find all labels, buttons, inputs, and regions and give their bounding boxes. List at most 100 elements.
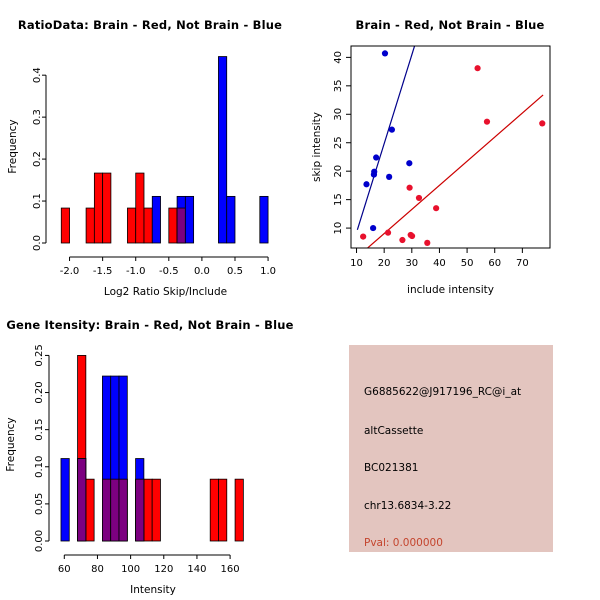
regression-line — [367, 94, 544, 248]
histogram-bar — [168, 207, 178, 244]
svg-text:35: 35 — [333, 79, 344, 92]
scatter-point — [483, 118, 491, 125]
svg-text:include intensity: include intensity — [407, 284, 494, 296]
svg-text:10: 10 — [350, 258, 363, 269]
scatter-plot-panel: Brain - Red, Not Brain - Blue 10 15 20 25 30… — [300, 0, 600, 300]
svg-text:60: 60 — [58, 564, 71, 575]
svg-text:0.25: 0.25 — [34, 344, 45, 366]
histogram-bar — [226, 195, 236, 244]
histogram-bar — [93, 172, 104, 244]
gene-intensity-histogram-title: Gene Itensity: Brain - Red, Not Brain - … — [6, 318, 294, 332]
svg-text:100: 100 — [121, 564, 140, 575]
histogram-bar — [143, 207, 153, 244]
svg-text:Log2 Ratio Skip/Include: Log2 Ratio Skip/Include — [104, 286, 227, 298]
histogram-bar — [60, 207, 70, 244]
svg-text:0.2: 0.2 — [32, 151, 43, 167]
locus-text: chr13.6834-3.22 — [364, 500, 452, 512]
histogram-bar — [135, 172, 145, 244]
svg-text:0.15: 0.15 — [34, 419, 45, 441]
histogram-bar — [127, 207, 137, 244]
gene-intensity-histogram-panel: Gene Itensity: Brain - Red, Not Brain - … — [0, 300, 300, 600]
svg-text:140: 140 — [187, 564, 206, 575]
svg-text:60: 60 — [488, 258, 501, 269]
svg-text:80: 80 — [91, 564, 104, 575]
scatter-point — [539, 120, 546, 127]
scatter-point — [474, 65, 481, 72]
svg-text:10: 10 — [333, 222, 344, 235]
scatter-point — [408, 232, 416, 240]
scatter-point — [388, 126, 396, 133]
svg-text:0.0: 0.0 — [32, 235, 43, 251]
scatter-x-axis: 10 20 30 40 50 60 70 — [350, 248, 529, 269]
histogram-bar-overlap — [77, 458, 87, 542]
svg-text:40: 40 — [433, 258, 446, 269]
gene-id-text: G6885622@J917196_RC@i_at — [364, 386, 522, 398]
accession-text: BC021381 — [364, 462, 419, 474]
scatter-point — [384, 229, 392, 236]
histogram-bar-overlap — [135, 478, 145, 542]
histogram-bar-overlap — [102, 478, 112, 542]
svg-text:160: 160 — [221, 564, 240, 575]
svg-text:70: 70 — [516, 258, 529, 269]
gene-histogram-bars — [60, 355, 244, 542]
scatter-plot-chart: 10 15 20 25 30 35 40 skip intensity 10 20 30 40 50 60… — [311, 45, 551, 296]
gene-y-axis: 0.00 0.05 0.10 0.15 0.20 0.25 — [34, 344, 50, 552]
ratio-histogram-panel: RatioData: Brain - Red, Not Brain - Blue… — [0, 0, 300, 300]
histogram-bar-overlap — [176, 207, 186, 244]
svg-text:0.4: 0.4 — [32, 67, 43, 83]
histogram-bar — [60, 458, 70, 542]
histogram-bar-overlap — [110, 478, 120, 542]
scatter-point — [406, 184, 413, 191]
histogram-bar — [209, 478, 219, 542]
svg-text:0.05: 0.05 — [34, 493, 45, 515]
svg-text:120: 120 — [154, 564, 173, 575]
ratio-histogram-bars — [60, 56, 269, 244]
svg-text:0.00: 0.00 — [34, 530, 45, 552]
scatter-point — [415, 194, 423, 202]
svg-text:20: 20 — [333, 165, 344, 178]
scatter-point — [386, 173, 393, 180]
svg-text:-2.0: -2.0 — [60, 266, 80, 277]
ratio-y-axis: 0.0 0.1 0.2 0.3 0.4 — [32, 67, 47, 251]
svg-text:Frequency: Frequency — [5, 417, 17, 471]
histogram-bar — [151, 478, 161, 542]
scatter-point — [433, 205, 440, 212]
histogram-bar — [184, 195, 195, 244]
scatter-plot-title: Brain - Red, Not Brain - Blue — [355, 18, 545, 32]
svg-text:0.1: 0.1 — [32, 193, 43, 209]
svg-text:30: 30 — [333, 108, 344, 121]
svg-text:-1.0: -1.0 — [126, 266, 146, 277]
gene-intensity-histogram-chart: 0.00 0.05 0.10 0.15 0.20 0.25 Frequency 60 80 100… — [5, 344, 244, 596]
histogram-bar — [218, 56, 228, 244]
regression-line — [356, 46, 416, 230]
histogram-bar — [85, 478, 95, 542]
histogram-bar — [85, 207, 95, 244]
gene-x-axis: 60 80 100 120 140 160 — [58, 554, 240, 575]
ratio-histogram-chart: 0.0 0.1 0.2 0.3 0.4 Frequency -2.0 -1.5 -1.0 -0.5… — [7, 56, 276, 298]
scatter-point — [399, 236, 406, 244]
ratio-histogram-title: RatioData: Brain - Red, Not Brain - Blue — [17, 18, 283, 32]
ratio-x-axis: -2.0 -1.5 -1.0 -0.5 0.0 0.5 1.0 — [60, 256, 276, 277]
scatter-y-axis: 10 15 20 25 30 35 40 — [333, 51, 351, 234]
scatter-point — [370, 171, 378, 178]
svg-text:30: 30 — [405, 258, 418, 269]
histogram-bar — [143, 478, 153, 542]
histogram-bar — [151, 195, 161, 244]
event-type-text: altCassette — [364, 425, 424, 437]
gene-info-box: G6885622@J917196_RC@i_at altCassette BC0… — [349, 345, 553, 552]
histogram-bar — [259, 195, 269, 244]
svg-text:20: 20 — [378, 258, 391, 269]
histogram-bar-overlap — [118, 478, 128, 542]
svg-text:40: 40 — [333, 51, 344, 64]
svg-text:0.5: 0.5 — [227, 266, 243, 277]
svg-text:-1.5: -1.5 — [93, 266, 113, 277]
svg-text:50: 50 — [461, 258, 474, 269]
histogram-bar — [218, 478, 228, 542]
histogram-bar — [234, 478, 244, 542]
svg-text:Intensity: Intensity — [130, 584, 176, 596]
svg-text:0.0: 0.0 — [194, 266, 210, 277]
scatter-point — [363, 181, 370, 188]
histogram-bar — [102, 172, 112, 244]
svg-text:0.20: 0.20 — [34, 381, 45, 403]
svg-text:skip intensity: skip intensity — [311, 112, 323, 182]
